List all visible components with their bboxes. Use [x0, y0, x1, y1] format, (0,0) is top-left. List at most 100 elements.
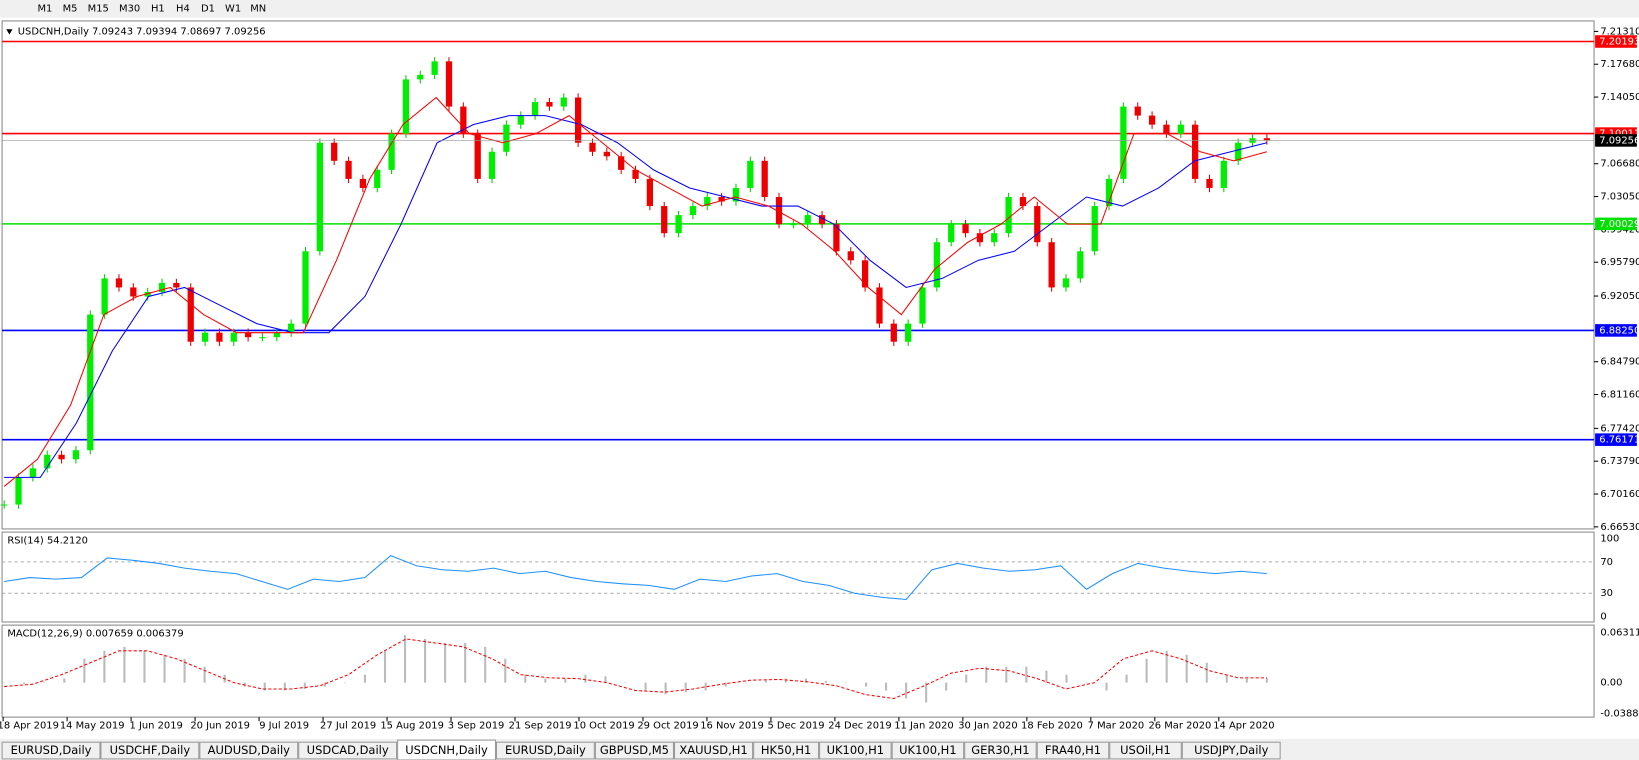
tab[interactable]: [753, 741, 820, 760]
candle: [847, 251, 854, 261]
date-label: 3 Sep 2019: [448, 720, 505, 731]
candle: [689, 206, 697, 216]
tab-label[interactable]: USOil,H1: [1120, 743, 1171, 757]
timeframe-button[interactable]: H1: [151, 3, 165, 14]
menu-arrow: [6, 29, 13, 35]
tab-label[interactable]: HK50,H1: [761, 743, 811, 757]
price-label: 6.66530: [1600, 522, 1639, 533]
timeframe-button[interactable]: D1: [201, 3, 215, 14]
date-label: 24 Dec 2019: [828, 720, 891, 731]
macd-bar: [644, 682, 647, 691]
timeframe-button[interactable]: M1: [38, 3, 53, 14]
candle: [460, 106, 467, 134]
tab[interactable]: [1109, 741, 1182, 760]
candle: [991, 233, 998, 243]
candle: [546, 102, 553, 107]
candle: [1105, 178, 1113, 207]
timeframe-button[interactable]: MN: [250, 3, 266, 14]
rsi-tick-label: 100: [1600, 533, 1619, 544]
macd-bar: [484, 646, 487, 683]
candle: [574, 97, 582, 143]
macd-bar: [764, 680, 767, 683]
current-price-tag: [1595, 134, 1637, 147]
timeframe-button[interactable]: H4: [176, 3, 190, 14]
date-label: 21 Sep 2019: [509, 720, 572, 731]
ma-fast: [3, 96, 1268, 487]
candle: [302, 251, 309, 324]
date-label: 27 Jul 2019: [320, 720, 376, 731]
macd-bar: [1125, 674, 1128, 683]
macd-bar: [123, 646, 126, 683]
tab[interactable]: [1181, 741, 1281, 760]
macd-bar: [965, 674, 968, 683]
timeframe-button[interactable]: M15: [88, 3, 109, 14]
macd-bar: [704, 682, 707, 691]
tab-label[interactable]: XAUUSD,H1: [679, 743, 747, 757]
macd-bar: [103, 650, 106, 683]
macd-bar: [1085, 682, 1088, 684]
tab-label[interactable]: USDCAD,Daily: [307, 743, 389, 757]
price-label: 7.17680: [1600, 59, 1639, 70]
macd-bar: [444, 642, 447, 683]
price-label: 6.92050: [1600, 291, 1639, 302]
date-label: 9 Jul 2019: [259, 720, 309, 731]
tab[interactable]: [594, 741, 674, 760]
level-label: 7.20193: [1599, 37, 1639, 48]
tab-label[interactable]: EURUSD,Daily: [505, 743, 586, 757]
tab-label[interactable]: UK100,H1: [899, 743, 956, 757]
candle: [1220, 160, 1227, 188]
tab-label[interactable]: GBPUSD,M5: [600, 743, 669, 757]
date-label: 11 Jan 2020: [894, 720, 953, 731]
date-label: 5 Dec 2019: [767, 720, 824, 731]
tab[interactable]: [100, 741, 200, 760]
candle: [861, 260, 869, 288]
candle: [962, 224, 969, 234]
macd-bar: [3, 682, 6, 684]
tab[interactable]: [891, 741, 965, 760]
tab[interactable]: [1, 741, 101, 760]
macd-bar: [1005, 666, 1008, 683]
macd-bar: [864, 682, 868, 687]
tab[interactable]: [1036, 741, 1110, 760]
candle: [72, 450, 80, 460]
candle: [58, 454, 65, 460]
tab[interactable]: [199, 741, 299, 760]
tab-label[interactable]: FRA40,H1: [1045, 743, 1101, 757]
candle: [919, 287, 926, 324]
macd-bar: [323, 682, 326, 687]
macd-bar: [343, 682, 346, 684]
tab[interactable]: [819, 741, 892, 760]
tab[interactable]: [495, 741, 595, 760]
timeframe-button[interactable]: W1: [225, 3, 241, 14]
candle: [1235, 142, 1242, 161]
macd-bar: [1145, 658, 1148, 683]
tab-label[interactable]: EURUSD,Daily: [11, 743, 92, 757]
macd-bar: [383, 650, 387, 683]
candle: [417, 74, 424, 80]
rsi-panel: [1, 531, 1595, 623]
candle: [216, 332, 223, 342]
macd-bar: [824, 681, 827, 683]
tab[interactable]: [964, 741, 1037, 760]
level-tag: [1595, 35, 1637, 48]
date-label: 10 Oct 2019: [573, 720, 634, 731]
tab-label[interactable]: USDCNH,Daily: [405, 743, 488, 757]
date-label: 18 Apr 2019: [0, 720, 59, 731]
tab[interactable]: [673, 741, 754, 760]
tab-label[interactable]: GER30,H1: [971, 743, 1029, 757]
candle: [833, 224, 840, 252]
tab[interactable]: [298, 741, 398, 760]
tab-label[interactable]: USDJPY,Daily: [1194, 743, 1269, 757]
tab-label[interactable]: UK100,H1: [827, 743, 884, 757]
tab-label[interactable]: AUDUSD,Daily: [208, 743, 291, 757]
timeframe-button[interactable]: M5: [63, 3, 78, 14]
symbol: USDCNH,Daily: [18, 26, 89, 37]
candle: [273, 332, 280, 338]
tab-label[interactable]: USDCHF,Daily: [110, 743, 191, 757]
macd-bar: [83, 658, 86, 683]
candle: [1148, 115, 1156, 125]
macd-bar: [905, 682, 908, 699]
timeframe-button[interactable]: M30: [119, 3, 140, 14]
candle: [158, 282, 166, 292]
level-tag: [1595, 324, 1637, 337]
